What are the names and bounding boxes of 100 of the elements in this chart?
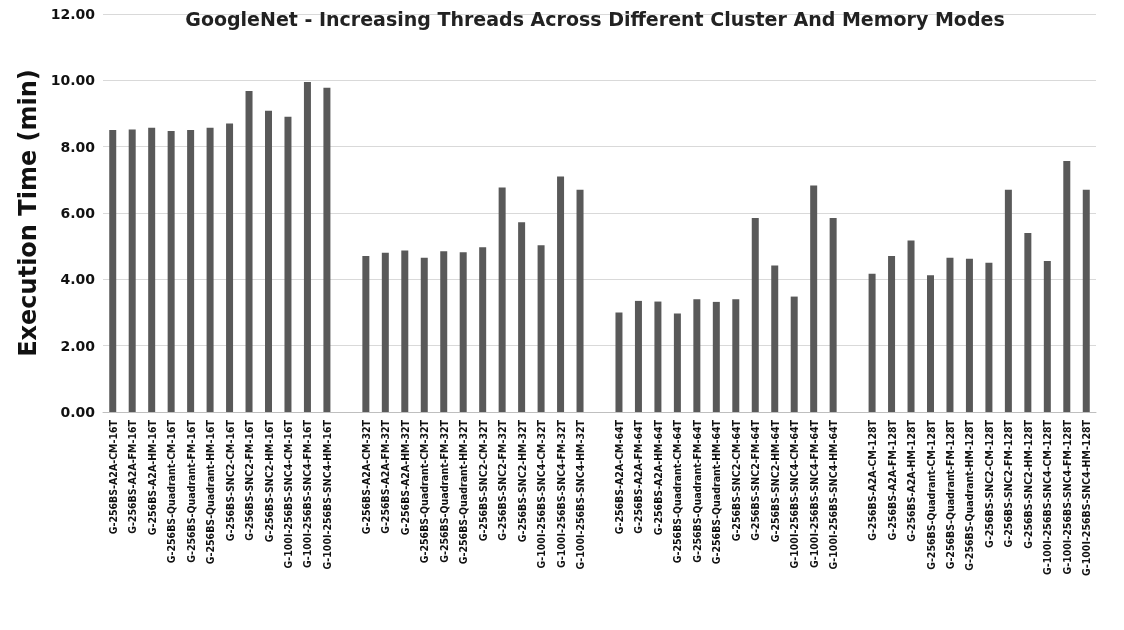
x-tick-label: G-256BS-A2A-FM-64T <box>632 419 645 534</box>
x-tick-label: G-256BS-A2A-FM-128T <box>885 419 898 541</box>
x-tick-label: G-256BS-A2A-HM-64T <box>651 419 664 536</box>
x-tick-label: G-256BS-A2A-HM-128T <box>905 419 918 542</box>
bar <box>712 301 720 412</box>
bar <box>479 247 487 412</box>
y-tick-label: 6.00 <box>60 205 96 221</box>
x-tick-label: G-100I-256BS-SNC4-CM-128T <box>1041 419 1054 576</box>
x-tick-label: G-256BS-Quadrant-FM-32T <box>437 419 450 563</box>
x-tick-label: G-100I-256BS-SNC4-FM-32T <box>554 419 567 568</box>
x-tick-label: G-256BS-SNC2-CM-32T <box>476 419 489 542</box>
bar <box>907 240 915 412</box>
bar <box>888 256 896 412</box>
bar <box>148 127 156 412</box>
bar <box>187 130 195 412</box>
x-tick-label: G-100I-256BS-SNC4-HM-128T <box>1080 419 1093 576</box>
bar <box>109 130 117 412</box>
bar <box>265 110 272 412</box>
x-tick-label: G-256BS-SNC2-FM-128T <box>1002 419 1015 548</box>
bar <box>206 127 214 412</box>
x-tick-label: G-256BS-A2A-HM-32T <box>398 419 411 536</box>
x-tick-label: G-256BS-SNC2-FM-16T <box>243 419 256 541</box>
x-tick-label: G-256BS-Quadrant-CM-32T <box>418 419 431 564</box>
x-tick-label: G-256BS-SNC2-HM-16T <box>262 419 275 543</box>
y-tick-label: 8.00 <box>60 138 96 155</box>
x-tick-label: G-256BS-SNC2-CM-128T <box>982 419 995 548</box>
bar <box>128 129 136 412</box>
bar <box>498 187 506 412</box>
bar <box>732 299 740 412</box>
bar <box>673 313 681 412</box>
x-tick-label: G-100I-256BS-SNC4-CM-32T <box>535 419 548 569</box>
x-tick-label: G-256BS-A2A-CM-64T <box>612 419 625 535</box>
bar <box>654 301 662 412</box>
x-tick-label: G-256BS-Quadrant-HM-64T <box>710 419 723 565</box>
x-tick-label: G-256BS-SNC2-FM-32T <box>496 419 509 541</box>
bar <box>771 265 779 412</box>
bar <box>1043 261 1051 412</box>
bar <box>946 257 954 412</box>
bar <box>615 312 623 412</box>
bar <box>284 116 292 412</box>
y-tick-label: 12.00 <box>50 6 96 22</box>
bar <box>751 217 759 412</box>
bar <box>868 273 876 412</box>
x-tick-label: G-256BS-Quadrant-CM-64T <box>671 419 684 564</box>
bar <box>829 217 837 412</box>
bar <box>557 176 565 412</box>
x-tick-label: G-256BS-SNC2-CM-64T <box>729 419 742 542</box>
x-tick-label: G-256BS-SNC2-HM-128T <box>1021 419 1034 549</box>
bar <box>401 250 409 412</box>
x-tick-label: G-100I-256BS-SNC4-HM-32T <box>574 419 587 570</box>
x-tick-label: G-256BS-Quadrant-CM-16T <box>165 419 178 564</box>
x-tick-label: G-256BS-A2A-FM-32T <box>379 419 392 534</box>
x-tick-label: G-256BS-SNC2-HM-32T <box>515 419 528 543</box>
bar <box>323 87 331 412</box>
x-tick-label: G-256BS-A2A-CM-32T <box>359 419 372 535</box>
y-axis-title: Execution Time (min) <box>13 69 42 357</box>
x-tick-label: G-256BS-SNC2-CM-16T <box>223 419 236 542</box>
bar <box>518 222 526 412</box>
bar <box>167 131 175 412</box>
x-tick-label: G-256BS-Quadrant-FM-64T <box>690 419 703 563</box>
bar <box>927 275 934 412</box>
bar <box>303 81 311 412</box>
bar <box>1063 160 1071 412</box>
bar <box>245 90 253 412</box>
x-tick-label: G-256BS-Quadrant-FM-16T <box>184 419 197 563</box>
bar <box>965 258 973 412</box>
x-tick-label: G-100I-256BS-SNC4-FM-16T <box>301 419 314 568</box>
bar <box>985 262 993 412</box>
y-tick-label: 4.00 <box>60 271 96 288</box>
x-tick-label: G-100I-256BS-SNC4-HM-64T <box>827 419 840 570</box>
x-tick-label: G-256BS-SNC2-FM-64T <box>749 419 762 541</box>
bar <box>226 123 234 412</box>
chart-title: GoogleNet - Increasing Threads Across Different Cluster And Memory Modes <box>185 7 1005 30</box>
y-tick-label: 2.00 <box>60 337 96 354</box>
x-tick-label: G-256BS-A2A-FM-16T <box>126 419 139 534</box>
x-tick-label: G-256BS-A2A-CM-16T <box>106 419 119 535</box>
bar <box>634 300 642 412</box>
y-tick-label: 0.00 <box>60 404 96 420</box>
bar <box>362 256 370 412</box>
bar <box>440 251 448 412</box>
bar <box>693 299 701 412</box>
bar <box>381 252 389 412</box>
bar <box>1024 232 1032 412</box>
bar <box>790 296 798 412</box>
x-tick-label: G-100I-256BS-SNC4-FM-64T <box>807 419 820 568</box>
x-tick-label: G-256BS-Quadrant-HM-128T <box>963 419 976 571</box>
bar <box>537 245 545 412</box>
bar <box>576 189 584 412</box>
x-tick-label: G-256BS-Quadrant-HM-16T <box>204 419 217 565</box>
x-tick-label: G-100I-256BS-SNC4-CM-16T <box>281 419 294 569</box>
x-tick-label: G-256BS-Quadrant-CM-128T <box>924 419 937 570</box>
y-tick-label: 10.00 <box>50 72 96 89</box>
x-tick-label: G-256BS-A2A-HM-16T <box>145 419 158 536</box>
x-tick-label: G-100I-256BS-SNC4-HM-16T <box>320 419 333 570</box>
x-tick-label: G-256BS-SNC2-HM-64T <box>768 419 781 543</box>
bar <box>1082 189 1090 412</box>
bar <box>810 185 818 412</box>
bar <box>420 257 428 412</box>
x-tick-label: G-256BS-Quadrant-FM-128T <box>943 419 956 570</box>
x-tick-label: G-100I-256BS-SNC4-FM-128T <box>1060 419 1073 575</box>
